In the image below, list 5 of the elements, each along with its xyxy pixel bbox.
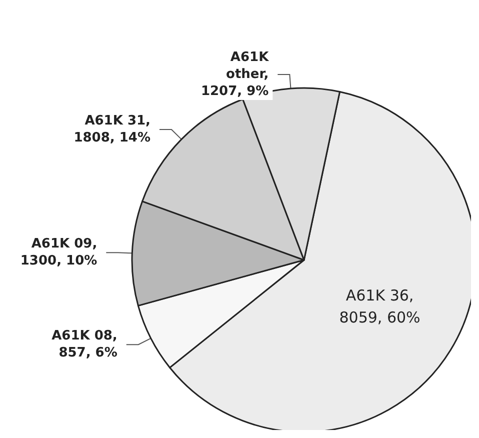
- slice-label: A61K 08, 857, 6%: [52, 328, 118, 361]
- slice-label: A61K 31, 1808, 14%: [74, 113, 150, 146]
- slice-label: A61K 09, 1300, 10%: [20, 236, 98, 269]
- slice-label: A61K 36, 8059, 60%: [339, 286, 420, 327]
- slice-label: A61K other, 1207, 9%: [200, 50, 270, 100]
